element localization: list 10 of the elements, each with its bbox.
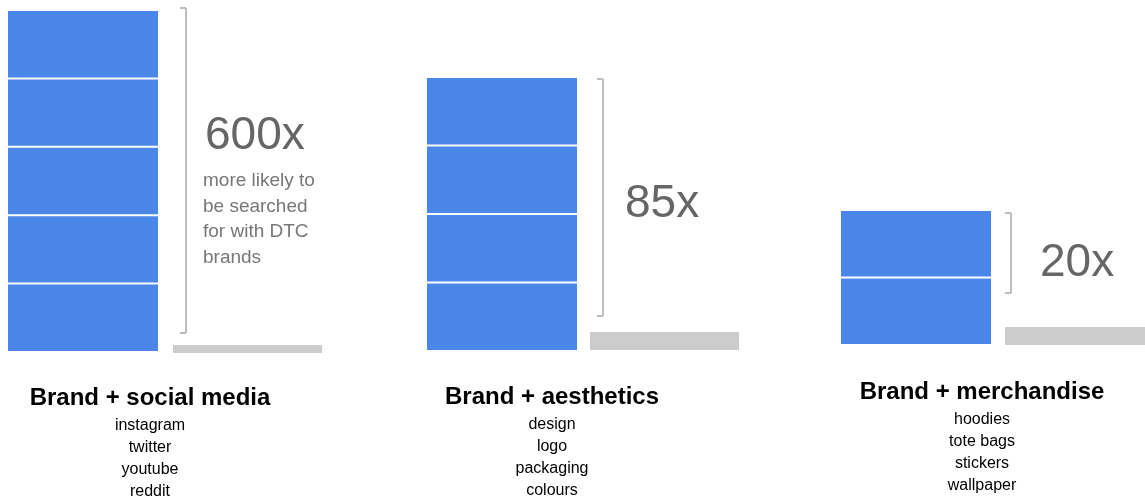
data-label: 600x	[205, 107, 305, 159]
text: design logo packaging colours	[515, 415, 589, 498]
category-label: Brand + merchandise	[859, 377, 1105, 404]
text: more likely to be searched for with DTC brands	[203, 169, 315, 267]
text: instagram twitter youtube reddit	[114, 416, 186, 499]
data-label: 85x	[625, 175, 700, 227]
category-label: Brand + social media	[29, 383, 272, 410]
text: hoodies tote bags stickers wallpaper	[946, 410, 1017, 493]
data-label: 20x	[1040, 234, 1115, 286]
category-label: Brand + aesthetics	[444, 382, 660, 409]
